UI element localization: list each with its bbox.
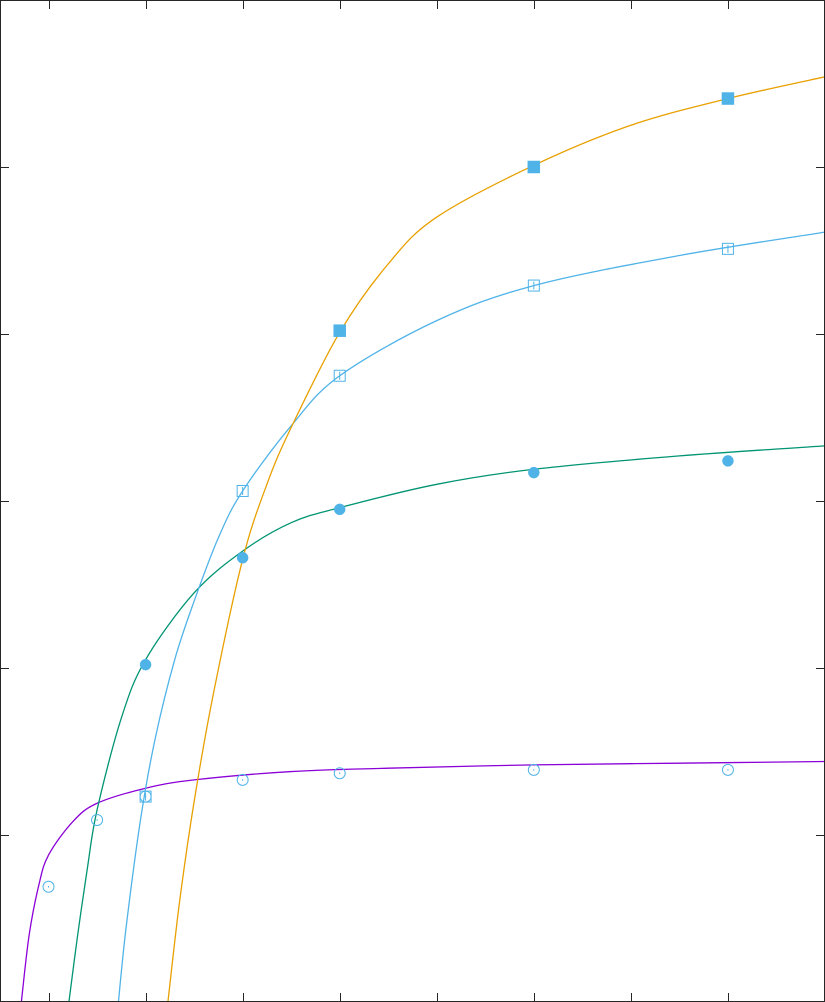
series-2-point-3 [333, 503, 346, 516]
series-2-point-1 [139, 658, 152, 671]
series-1-point-7 [721, 763, 734, 776]
series-4-point-1 [333, 324, 346, 337]
data-markers [42, 92, 735, 893]
series-4-fit-curve [167, 76, 825, 1002]
series-1-point-5 [333, 767, 346, 780]
series-1-point-6 [527, 763, 540, 776]
series-2-point-4 [528, 466, 540, 479]
series-4-point-2 [527, 160, 541, 174]
series-1-point-1 [42, 880, 55, 893]
series-3-point-4 [527, 279, 540, 292]
series-1-point-2 [91, 813, 104, 826]
series-2-point-5 [722, 455, 734, 467]
series-3-point-5 [721, 242, 734, 255]
series-4-point-3 [721, 92, 735, 105]
series-3-point-1 [139, 790, 152, 803]
series-3-point-2 [236, 484, 249, 497]
series-2-point-2 [236, 552, 249, 564]
series-1-point-4 [236, 773, 249, 786]
series-3-point-3 [333, 369, 346, 382]
series-1-fit-curve [20, 760, 825, 1002]
